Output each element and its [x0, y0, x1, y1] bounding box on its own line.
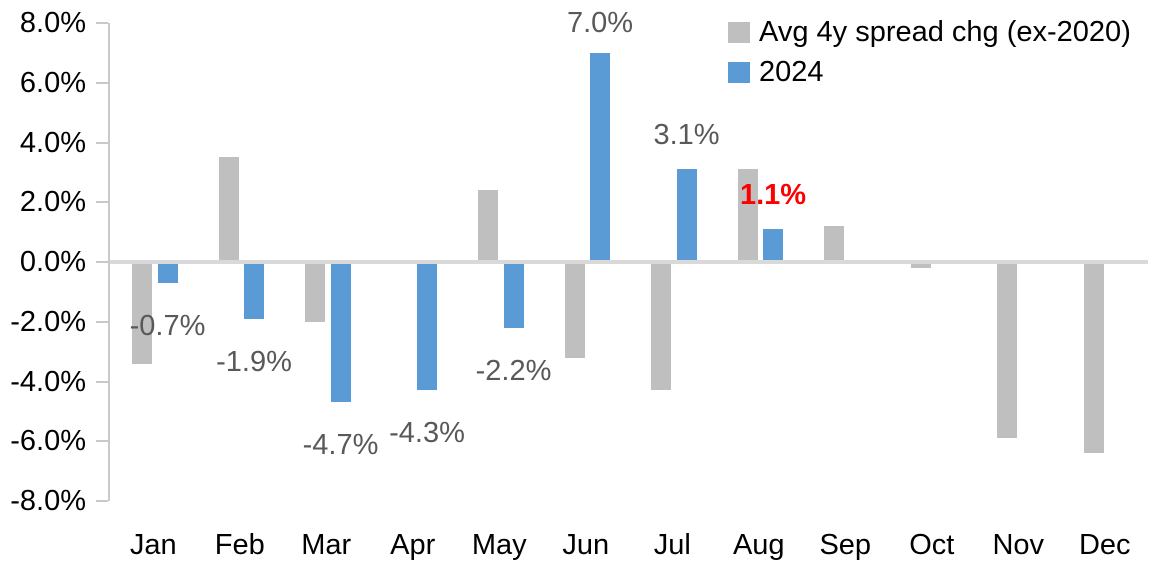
y-axis-tick — [96, 81, 108, 84]
legend-swatch-2024 — [728, 61, 750, 83]
y-axis-tick-label: 2.0% — [19, 186, 86, 219]
x-axis-label-feb: Feb — [214, 529, 265, 561]
bar-2024-aug — [763, 229, 783, 262]
legend: Avg 4y spread chg (ex-2020) 2024 — [728, 12, 1131, 92]
x-axis-label-jun: Jun — [562, 529, 610, 561]
x-axis-label-jan: Jan — [129, 529, 177, 561]
x-axis-label-nov: Nov — [992, 529, 1045, 561]
x-axis-label-oct: Oct — [909, 529, 955, 561]
bar-2024-feb — [244, 262, 264, 319]
data-label-apr: -4.3% — [389, 417, 465, 450]
data-label-jan: -0.7% — [129, 309, 206, 342]
x-axis-label-aug: Aug — [732, 529, 785, 561]
y-axis-tick-label: -4.0% — [10, 365, 86, 398]
y-axis-tick — [96, 201, 108, 204]
y-axis-tick-label: -2.0% — [10, 305, 86, 338]
legend-item-avg-4y-spread: Avg 4y spread chg (ex-2020) — [728, 12, 1131, 52]
bar-avg-4y-nov — [997, 262, 1017, 439]
bar-2024-mar — [330, 262, 351, 403]
bar-2024-jul — [676, 169, 697, 262]
data-label-may: -2.2% — [475, 354, 552, 387]
bar-avg-4y-aug — [737, 169, 758, 262]
bar-avg-4y-jul — [651, 262, 671, 391]
bar-avg-4y-oct — [910, 262, 931, 268]
legend-label-avg-4y-spread: Avg 4y spread chg (ex-2020) — [759, 15, 1131, 48]
legend-swatch-avg-4y-spread — [728, 21, 750, 43]
y-axis-tick — [96, 440, 108, 443]
y-axis-tick — [96, 500, 108, 502]
y-axis-tick-label: 6.0% — [19, 66, 86, 99]
y-axis-tick — [96, 141, 108, 144]
bar-avg-4y-jan — [132, 262, 152, 364]
y-axis-tick-label: 0.0% — [19, 246, 86, 278]
x-axis-label-sep: Sep — [819, 529, 872, 561]
zero-axis-line — [110, 260, 1148, 264]
legend-label-2024: 2024 — [759, 55, 824, 88]
x-axis-label-mar: Mar — [301, 529, 352, 561]
y-axis-tick-label: 8.0% — [19, 7, 86, 39]
y-axis-tick — [96, 22, 108, 24]
y-axis-tick-label: -6.0% — [10, 425, 86, 458]
bar-2024-jun — [590, 52, 610, 262]
y-axis-line — [108, 23, 110, 501]
bar-avg-4y-sep — [824, 226, 844, 262]
bar-2024-apr — [417, 262, 437, 391]
x-axis-label-may: May — [471, 529, 527, 561]
bar-avg-4y-may — [478, 190, 498, 262]
data-label-jun: 7.0% — [566, 7, 634, 39]
y-axis-tick — [96, 261, 108, 263]
x-axis-label-apr: Apr — [390, 529, 436, 561]
bar-2024-may — [503, 262, 524, 328]
data-label-feb: -1.9% — [216, 345, 292, 378]
data-label-mar: -4.7% — [302, 429, 379, 462]
x-axis-label-dec: Dec — [1078, 529, 1131, 561]
y-axis-tick — [96, 380, 108, 383]
legend-item-2024: 2024 — [728, 52, 1131, 92]
y-axis-tick — [96, 320, 108, 323]
data-label-aug: 1.1% — [739, 179, 807, 212]
bar-avg-4y-mar — [305, 262, 325, 322]
bar-avg-4y-dec — [1083, 262, 1104, 454]
bar-avg-4y-jun — [564, 262, 585, 358]
x-axis-label-jul: Jul — [653, 529, 691, 561]
y-axis-tick-label: 4.0% — [19, 126, 86, 159]
bar-avg-4y-feb — [218, 157, 239, 262]
data-label-jul: 3.1% — [653, 119, 720, 152]
bar-2024-jan — [157, 262, 178, 283]
y-axis-tick-label: -8.0% — [10, 485, 86, 517]
